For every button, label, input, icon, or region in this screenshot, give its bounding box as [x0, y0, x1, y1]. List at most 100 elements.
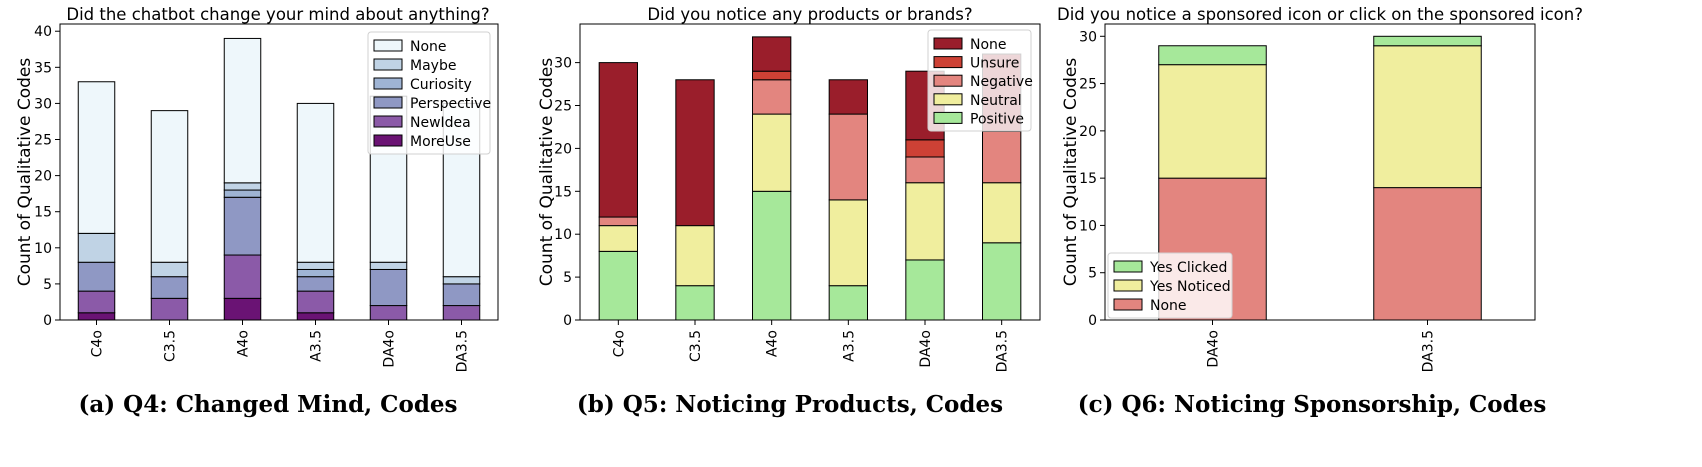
legend-swatch-neutral	[933, 93, 963, 106]
figure-caption: (b) Q5: Noticing Products, Codes	[577, 391, 1003, 418]
plot-frame	[579, 23, 1041, 321]
y-axis-label: Count of Qualitative Codes	[1061, 58, 1081, 287]
y-tick-label: 30	[1079, 29, 1097, 45]
bar-newidea-c3-5	[150, 297, 189, 321]
y-tick-label: 25	[1079, 77, 1097, 93]
y-tick-label: 10	[1079, 218, 1097, 234]
bar-neutral-a4o	[752, 113, 792, 192]
legend-box	[927, 29, 1032, 132]
chart-noticing-products: Did you notice any products or brands? 0 5…	[537, 5, 1041, 418]
bar-perspective-a3-5	[296, 276, 335, 292]
legend-label-negative: Negative	[970, 74, 1033, 90]
legend-swatch-moreuse	[373, 134, 403, 147]
bar-negative-da3-5	[982, 130, 1022, 184]
bar-newidea-da3-5	[442, 305, 481, 321]
y-axis-label: Count of Qualitative Codes	[537, 58, 557, 287]
y-tick-label: 15	[1079, 171, 1097, 187]
y-tick-label: 25	[554, 99, 572, 115]
y-tick-label: 20	[554, 141, 572, 157]
legend-label-perspective: Perspective	[410, 96, 491, 112]
bar-positive-c4o	[598, 250, 639, 321]
legend-label-none: None	[970, 37, 1007, 53]
x-tick-label-da3-5: DA3.5	[995, 330, 1011, 372]
legend-swatch-none	[1113, 298, 1143, 311]
legend-swatch-newidea	[373, 115, 403, 128]
y-tick-label: 35	[34, 60, 52, 76]
bar-perspective-c3-5	[150, 276, 189, 299]
legend: None Unsure Negative Neutral Positive	[927, 29, 1033, 132]
bar-yes-clicked-da4o	[1158, 45, 1267, 66]
bar-newidea-a3-5	[296, 290, 335, 314]
y-tick-label: 0	[563, 313, 572, 329]
bar-maybe-c3-5	[150, 261, 189, 278]
chart-noticing-sponsorship: Did you notice a sponsored icon or click…	[1057, 5, 1583, 418]
legend-label-yes-noticed: Yes Noticed	[1149, 279, 1231, 295]
y-tick-label: 10	[34, 241, 52, 257]
bar-unsure-da4o	[905, 139, 945, 158]
legend-label-none: None	[1150, 298, 1187, 314]
chart-title: Did the chatbot change your mind about a…	[66, 5, 489, 24]
bar-newidea-da4o	[369, 305, 408, 321]
bar-none-c3-5	[675, 79, 715, 227]
legend-label-curiosity: Curiosity	[410, 77, 472, 93]
bar-newidea-a4o	[223, 254, 262, 299]
legend-swatch-positive	[933, 111, 963, 124]
bar-positive-a3-5	[828, 285, 869, 321]
y-tick-label: 0	[43, 313, 52, 329]
bar-perspective-da4o	[369, 268, 408, 307]
bar-yes-noticed-da4o	[1158, 64, 1267, 179]
bar-neutral-c3-5	[675, 225, 715, 287]
bar-none-a3-5	[296, 102, 335, 263]
chart-changed-mind: Did the chatbot change your mind about a…	[15, 5, 499, 418]
bar-none-c3-5	[150, 110, 189, 263]
bar-maybe-da3-5	[442, 276, 481, 285]
bar-negative-a3-5	[828, 113, 869, 201]
chart-title: Did you notice any products or brands?	[647, 5, 972, 24]
bar-negative-c4o	[598, 216, 639, 227]
bar-none-a3-5	[828, 79, 869, 115]
y-tick-label: 30	[554, 56, 572, 72]
legend-swatch-perspective	[373, 96, 403, 109]
bar-maybe-c4o	[77, 232, 116, 263]
plot-frame	[59, 23, 499, 321]
bar-curiosity-a3-5	[296, 268, 335, 278]
bar-yes-noticed-da3-5	[1373, 45, 1482, 189]
x-tick-label-da3-5: DA3.5	[1421, 330, 1437, 372]
legend-label-maybe: Maybe	[410, 58, 456, 74]
bar-negative-da4o	[905, 156, 945, 184]
y-tick-label: 5	[43, 277, 52, 293]
x-tick-label-a4o: A4o	[236, 330, 252, 357]
chart-title: Did you notice a sponsored icon or click…	[1057, 5, 1583, 24]
legend-label-neutral: Neutral	[970, 93, 1022, 109]
bar-perspective-a4o	[223, 196, 262, 256]
bar-moreuse-c4o	[77, 312, 116, 321]
bar-moreuse-a3-5	[296, 312, 335, 321]
x-tick-label-c3-5: C3.5	[163, 330, 179, 362]
y-tick-label: 0	[1088, 313, 1097, 329]
legend-swatch-none	[373, 39, 403, 52]
x-tick-label-c4o: C4o	[611, 330, 627, 357]
bar-none-a4o	[752, 36, 792, 72]
bar-none-da3-5	[1373, 187, 1482, 321]
legend-label-yes-clicked: Yes Clicked	[1149, 260, 1227, 276]
legend-swatch-unsure	[933, 56, 963, 69]
x-tick-label-da4o: DA4o	[918, 330, 934, 368]
bar-neutral-da3-5	[982, 182, 1022, 244]
y-tick-label: 20	[34, 169, 52, 185]
bar-none-a4o	[223, 37, 262, 184]
bar-none-c4o	[598, 62, 639, 218]
bar-none-c4o	[77, 81, 116, 234]
bar-positive-c3-5	[675, 285, 715, 321]
x-tick-label-da4o: DA4o	[1206, 330, 1222, 368]
legend-swatch-maybe	[373, 58, 403, 71]
legend-swatch-yes-clicked	[1113, 260, 1143, 273]
bar-curiosity-a4o	[223, 189, 262, 198]
y-tick-label: 30	[34, 96, 52, 112]
legend-label-none: None	[410, 39, 447, 55]
y-tick-label: 10	[554, 227, 572, 243]
bar-maybe-a4o	[223, 182, 262, 191]
bar-maybe-da4o	[369, 261, 408, 270]
bar-positive-da3-5	[982, 242, 1022, 321]
x-tick-label-a3-5: A3.5	[309, 330, 325, 362]
